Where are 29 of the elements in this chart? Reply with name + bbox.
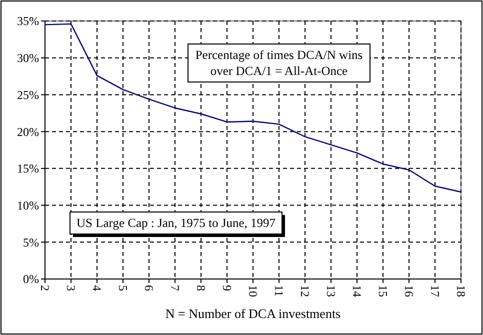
x-tick-label: 10 — [246, 285, 260, 297]
y-tick-label: 15% — [17, 162, 39, 176]
x-tick-label: 7 — [168, 285, 182, 291]
x-tick-label: 14 — [350, 285, 364, 297]
y-tick-label: 25% — [17, 88, 39, 102]
annotation: US Large Cap : Jan, 1975 to June, 1997 — [76, 216, 276, 230]
x-tick-label: 4 — [90, 285, 104, 291]
y-tick-label: 10% — [17, 198, 39, 212]
x-tick-label: 16 — [402, 285, 416, 297]
x-tick-label: 15 — [376, 285, 390, 297]
x-tick-label: 17 — [428, 285, 442, 297]
x-tick-label: 2 — [38, 285, 52, 291]
x-tick-label: 9 — [220, 285, 234, 291]
x-tick-label: 6 — [142, 285, 156, 291]
x-tick-label: 11 — [272, 285, 286, 297]
y-tick-label: 0% — [23, 272, 39, 286]
line-series — [44, 23, 462, 193]
y-tick-label: 30% — [17, 51, 39, 66]
y-tick-label: 20% — [17, 124, 39, 139]
x-axis-title: N = Number of DCA investments — [165, 306, 341, 321]
y-tick-label: 35% — [17, 14, 39, 28]
x-tick-label: 18 — [454, 285, 468, 297]
y-tick-label: 5% — [23, 235, 39, 250]
annotation: Percentage of times DCA/N wins over DCA/1 = All-At-Once — [195, 48, 363, 78]
x-tick-label: 5 — [116, 285, 130, 291]
x-tick-label: 12 — [298, 285, 312, 297]
x-tick-label: 8 — [194, 285, 208, 291]
x-tick-label: 13 — [324, 285, 338, 297]
x-tick-label: 3 — [64, 285, 78, 291]
